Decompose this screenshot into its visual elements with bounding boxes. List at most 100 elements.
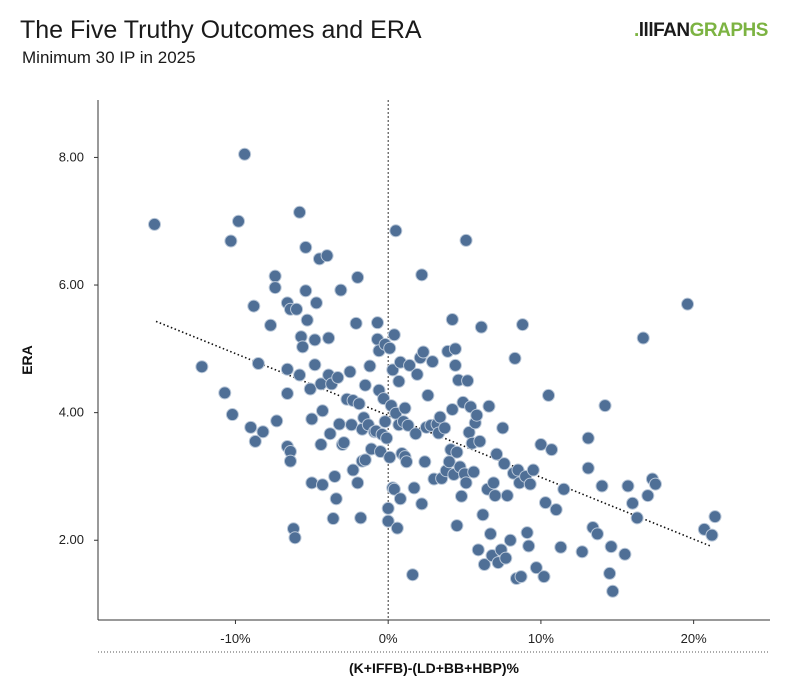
data-point bbox=[473, 434, 487, 448]
data-point bbox=[331, 371, 345, 385]
data-point bbox=[346, 463, 360, 477]
x-tick-label: 20% bbox=[681, 631, 707, 646]
data-point bbox=[381, 514, 395, 528]
data-point bbox=[390, 521, 404, 535]
logo-word-fan: FAN bbox=[653, 20, 690, 41]
logo-dot: . bbox=[634, 20, 639, 41]
data-point bbox=[606, 584, 620, 598]
data-point bbox=[467, 465, 481, 479]
data-point bbox=[705, 528, 719, 542]
x-tick-label: 0% bbox=[379, 631, 398, 646]
data-point bbox=[523, 477, 537, 491]
data-point bbox=[293, 205, 307, 219]
data-point bbox=[280, 362, 294, 376]
data-point bbox=[433, 410, 447, 424]
data-point bbox=[421, 388, 435, 402]
data-point bbox=[415, 497, 429, 511]
data-point bbox=[581, 461, 595, 475]
data-point bbox=[459, 233, 473, 247]
data-point bbox=[410, 367, 424, 381]
data-point bbox=[484, 527, 498, 541]
data-point bbox=[630, 511, 644, 525]
data-point bbox=[500, 489, 514, 503]
data-point bbox=[370, 316, 384, 330]
data-point bbox=[409, 427, 423, 441]
data-point bbox=[387, 328, 401, 342]
data-point bbox=[520, 526, 534, 540]
data-point bbox=[280, 386, 294, 400]
data-point bbox=[268, 269, 282, 283]
data-point bbox=[471, 543, 485, 557]
data-point bbox=[389, 224, 403, 238]
data-point bbox=[418, 455, 432, 469]
data-point bbox=[538, 496, 552, 510]
data-point bbox=[299, 240, 313, 254]
data-point bbox=[522, 539, 536, 553]
data-point bbox=[232, 214, 246, 228]
data-point bbox=[534, 438, 548, 452]
data-point bbox=[604, 540, 618, 554]
data-point bbox=[448, 358, 462, 372]
data-point bbox=[309, 296, 323, 310]
data-point bbox=[247, 299, 261, 313]
data-point bbox=[450, 445, 464, 459]
data-point bbox=[470, 408, 484, 422]
data-point bbox=[459, 476, 473, 490]
data-point bbox=[305, 412, 319, 426]
data-point bbox=[526, 463, 540, 477]
data-point bbox=[554, 540, 568, 554]
data-point bbox=[383, 450, 397, 464]
data-point bbox=[256, 425, 270, 439]
data-point bbox=[251, 357, 265, 371]
data-point bbox=[337, 436, 351, 450]
data-point bbox=[497, 457, 511, 471]
data-point bbox=[398, 401, 412, 415]
data-point bbox=[590, 527, 604, 541]
data-point bbox=[621, 479, 635, 493]
y-tick-label: 8.00 bbox=[59, 149, 84, 164]
data-point bbox=[557, 482, 571, 496]
data-point bbox=[381, 501, 395, 515]
data-point bbox=[320, 249, 334, 263]
y-tick-label: 4.00 bbox=[59, 405, 84, 420]
data-point bbox=[334, 283, 348, 297]
y-axis-label: ERA bbox=[19, 345, 35, 375]
fangraphs-logo[interactable]: .lllFANGRAPHS bbox=[634, 20, 768, 42]
data-point bbox=[581, 431, 595, 445]
y-tick-label: 6.00 bbox=[59, 277, 84, 292]
data-point bbox=[270, 414, 284, 428]
data-point bbox=[545, 443, 559, 457]
data-point bbox=[374, 445, 388, 459]
data-point bbox=[264, 318, 278, 332]
data-point bbox=[636, 331, 650, 345]
data-point bbox=[503, 533, 517, 547]
data-point bbox=[438, 421, 452, 435]
data-point bbox=[618, 547, 632, 561]
data-point bbox=[383, 341, 397, 355]
data-point bbox=[303, 382, 317, 396]
data-point bbox=[351, 476, 365, 490]
data-point bbox=[529, 561, 543, 575]
data-point bbox=[416, 345, 430, 359]
data-point bbox=[490, 447, 504, 461]
data-point bbox=[283, 454, 297, 468]
data-point bbox=[508, 351, 522, 365]
data-point bbox=[461, 374, 475, 388]
data-point bbox=[305, 476, 319, 490]
data-point bbox=[378, 415, 392, 429]
data-point bbox=[516, 318, 530, 332]
data-point bbox=[482, 399, 496, 413]
data-point bbox=[316, 478, 330, 492]
data-point bbox=[448, 342, 462, 356]
data-point bbox=[363, 359, 377, 373]
data-point bbox=[392, 374, 406, 388]
data-point bbox=[641, 489, 655, 503]
data-point bbox=[445, 312, 459, 326]
data-point bbox=[406, 568, 420, 582]
data-point bbox=[225, 408, 239, 422]
data-point bbox=[322, 331, 336, 345]
x-tick-label: 10% bbox=[528, 631, 554, 646]
data-point bbox=[626, 496, 640, 510]
data-point bbox=[474, 320, 488, 334]
